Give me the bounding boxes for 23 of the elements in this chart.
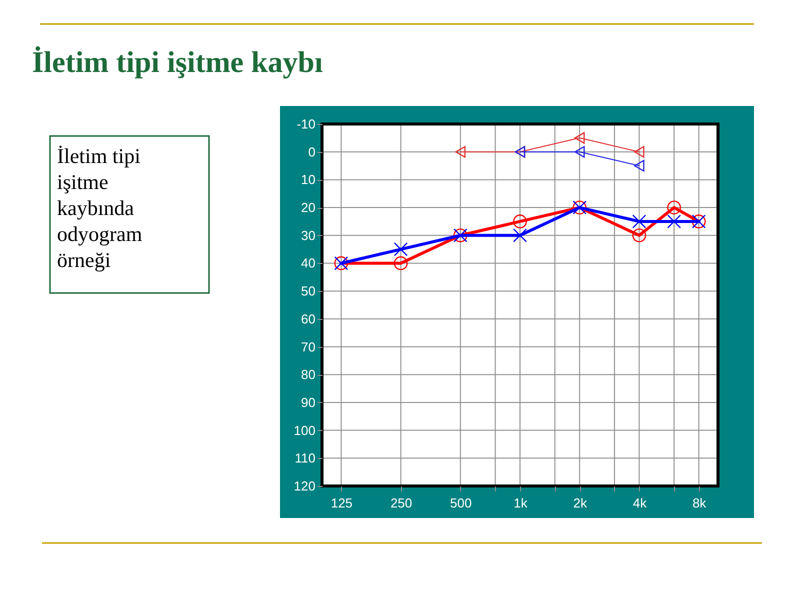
y-tick-label: 50 [301, 284, 316, 299]
y-tick-label: 40 [301, 256, 316, 271]
x-tick-label: 1k [514, 496, 528, 510]
x-tick-label: 500 [450, 496, 472, 510]
text: İletim tipi işitme kaybında odyogram örneği [57, 144, 142, 272]
y-tick-label: 120 [294, 478, 316, 494]
y-tick-label: 70 [301, 339, 316, 354]
x-tick-label: 8k [692, 496, 707, 510]
x-tick-label: 2k [573, 496, 588, 510]
chart-title: İletim tipi işitme kaybı [32, 46, 323, 79]
y-tick-label: -10 [296, 116, 316, 132]
x-tick-label: 4k [632, 496, 648, 510]
y-tick-label: 0 [308, 144, 316, 160]
x-tick-label: 250 [390, 496, 412, 510]
y-tick-label: 110 [294, 450, 316, 466]
y-tick-label: 30 [301, 228, 316, 243]
y-tick-label: 60 [301, 311, 316, 326]
y-tick-label: 100 [294, 422, 316, 438]
y-tick-label: 80 [301, 367, 316, 382]
y-tick-label: 20 [301, 200, 316, 216]
y-tick-label: 10 [301, 172, 316, 188]
y-tick-label: 90 [301, 394, 316, 410]
x-tick-label: 125 [330, 496, 353, 510]
